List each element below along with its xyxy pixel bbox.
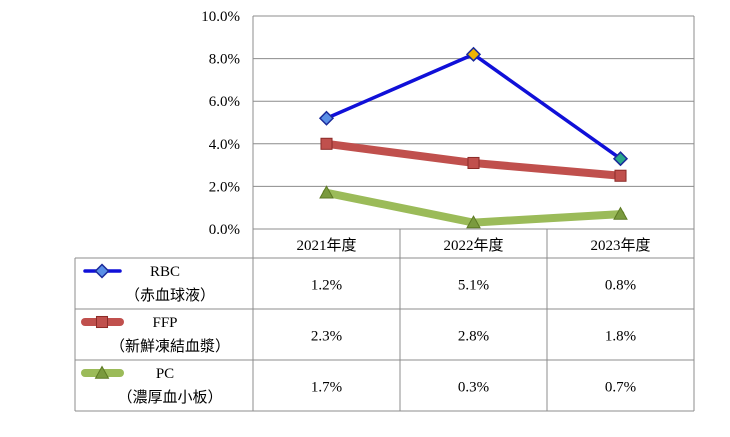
legend-name-pc: PC — [156, 366, 174, 382]
table-cell-value: 2.8% — [458, 329, 489, 345]
category-label: 2022年度 — [443, 237, 503, 254]
data-point-rbc — [318, 110, 335, 126]
series-line-rbc — [324, 52, 623, 161]
data-point-pc — [319, 185, 334, 199]
y-tick-label: 8.0% — [209, 52, 240, 68]
y-tick-label: 4.0% — [209, 137, 240, 153]
table-cell-value: 0.8% — [605, 278, 636, 294]
data-point-ffp — [614, 169, 627, 182]
category-label: 2023年度 — [590, 237, 650, 254]
table-cell-value: 1.8% — [605, 329, 636, 345]
y-tick-label: 10.0% — [201, 9, 240, 25]
legend-marker-ffp — [95, 315, 109, 329]
data-point-pc — [613, 206, 628, 220]
legend-subname-ffp: （新鮮凍結血漿） — [110, 338, 230, 355]
data-point-rbc — [465, 46, 482, 62]
table-cell-value: 5.1% — [458, 278, 489, 294]
category-label: 2021年度 — [296, 237, 356, 254]
data-point-ffp — [320, 137, 333, 150]
data-point-ffp — [467, 156, 480, 169]
table-cell-value: 2.3% — [311, 329, 342, 345]
data-point-rbc — [612, 151, 629, 167]
y-tick-label: 0.0% — [209, 222, 240, 238]
legend-name-rbc: RBC — [150, 264, 180, 280]
data-point-pc — [466, 215, 481, 229]
table-cell-value: 1.7% — [311, 380, 342, 396]
y-tick-label: 6.0% — [209, 94, 240, 110]
data-table: 2021年度 2022年度 2023年度 RBC （赤血球液） 1.2% 5.1% 0.8% F… — [74, 229, 695, 412]
legend-marker-rbc — [94, 263, 110, 279]
table-cell-value: 0.7% — [605, 380, 636, 396]
series-lines — [318, 46, 629, 229]
legend-subname-pc: （濃厚血小板） — [117, 388, 222, 406]
legend-subname-rbc: （赤血球液） — [125, 287, 215, 304]
y-tick-label: 2.0% — [209, 179, 240, 195]
table-cell-value: 1.2% — [311, 278, 342, 294]
y-axis-tick-labels: 0.0% 2.0% 4.0% 6.0% 8.0% 10.0% — [201, 9, 240, 238]
table-cell-value: 0.3% — [458, 380, 489, 396]
legend-name-ffp: FFP — [152, 315, 177, 331]
legend-marker-pc — [94, 365, 110, 379]
